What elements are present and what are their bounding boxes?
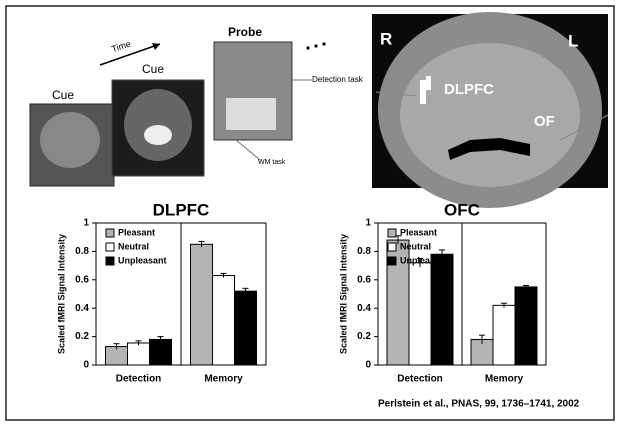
bar bbox=[514, 286, 538, 366]
ellipsis-dot bbox=[322, 42, 326, 46]
y-tick-label: 0.2 bbox=[357, 331, 371, 342]
bar bbox=[190, 243, 213, 366]
cue-image-detail bbox=[144, 125, 172, 145]
bar bbox=[127, 342, 150, 366]
detection-task-label: Detection task bbox=[312, 75, 364, 84]
ellipsis-dot bbox=[314, 44, 318, 48]
x-tick-label: Detection bbox=[116, 374, 162, 385]
wm-task-label: WM task bbox=[258, 159, 286, 166]
citation: Perlstein et al., PNAS, 99, 1736–1741, 2… bbox=[378, 399, 580, 410]
brain-side-label: L bbox=[568, 31, 578, 50]
bar bbox=[149, 338, 172, 366]
y-tick-label: 0.2 bbox=[75, 331, 89, 342]
chart-title: DLPFC bbox=[153, 200, 210, 219]
cue-label: Cue bbox=[52, 88, 74, 102]
legend-swatch bbox=[105, 242, 115, 252]
y-tick-label: 0.8 bbox=[75, 246, 89, 257]
y-tick-label: 0.6 bbox=[75, 274, 89, 285]
legend-swatch bbox=[105, 228, 115, 238]
y-tick-label: 0.8 bbox=[357, 246, 371, 257]
time-arrow-head bbox=[152, 43, 160, 50]
cue-label: Cue bbox=[142, 62, 164, 76]
y-axis-label: Scaled fMRI Signal Intensity bbox=[338, 234, 348, 354]
cue-image-detail bbox=[40, 112, 100, 168]
pointer bbox=[559, 114, 609, 141]
x-tick-label: Detection bbox=[397, 374, 443, 385]
frame bbox=[5, 5, 615, 421]
y-tick-label: 0 bbox=[365, 360, 371, 371]
x-tick-label: Memory bbox=[485, 374, 524, 385]
legend-label: Neutral bbox=[118, 241, 149, 251]
y-tick-label: 1 bbox=[365, 218, 371, 229]
y-tick-label: 0.4 bbox=[357, 303, 371, 314]
chart-title: OFC bbox=[444, 200, 480, 219]
brain-region-label: OF bbox=[534, 113, 555, 130]
legend-label: Unpleasant bbox=[400, 255, 449, 265]
legend-swatch bbox=[387, 228, 397, 238]
bar bbox=[492, 304, 516, 366]
probe-image-detail bbox=[226, 98, 276, 130]
brain-side-label: R bbox=[380, 29, 392, 48]
bar bbox=[212, 275, 235, 366]
y-tick-label: 0.4 bbox=[75, 303, 89, 314]
bar bbox=[234, 290, 257, 366]
ellipsis-dot bbox=[306, 46, 310, 50]
legend-swatch bbox=[387, 242, 397, 252]
x-tick-label: Memory bbox=[204, 374, 243, 385]
bar bbox=[408, 262, 432, 366]
probe-label: Probe bbox=[228, 25, 262, 39]
legend-swatch bbox=[387, 256, 397, 266]
time-arrow bbox=[99, 43, 161, 66]
brain-tissue bbox=[400, 43, 580, 187]
stimulus-images: Time Cue Cue Probe Detection task WM tas… bbox=[29, 25, 364, 187]
y-tick-label: 0 bbox=[83, 360, 89, 371]
y-tick-label: 0.6 bbox=[357, 274, 371, 285]
legend-label: Pleasant bbox=[400, 227, 437, 237]
ofc-region bbox=[448, 138, 530, 160]
time-label: Time bbox=[110, 39, 132, 55]
pointer bbox=[375, 91, 417, 97]
bar bbox=[430, 253, 454, 366]
brain-region-label: DLPFC bbox=[444, 81, 494, 98]
legend-label: Unpleasant bbox=[118, 255, 167, 265]
y-axis-label: Scaled fMRI Signal Intensity bbox=[56, 234, 66, 354]
legend-swatch bbox=[105, 256, 115, 266]
dlpfc-region bbox=[426, 76, 431, 90]
dlpfc-region bbox=[420, 80, 426, 104]
legend-label: Neutral bbox=[400, 241, 431, 251]
y-tick-label: 1 bbox=[83, 218, 89, 229]
pointer bbox=[235, 139, 261, 161]
brain-image: R L DLPFC OF bbox=[372, 12, 609, 208]
legend-label: Pleasant bbox=[118, 227, 155, 237]
